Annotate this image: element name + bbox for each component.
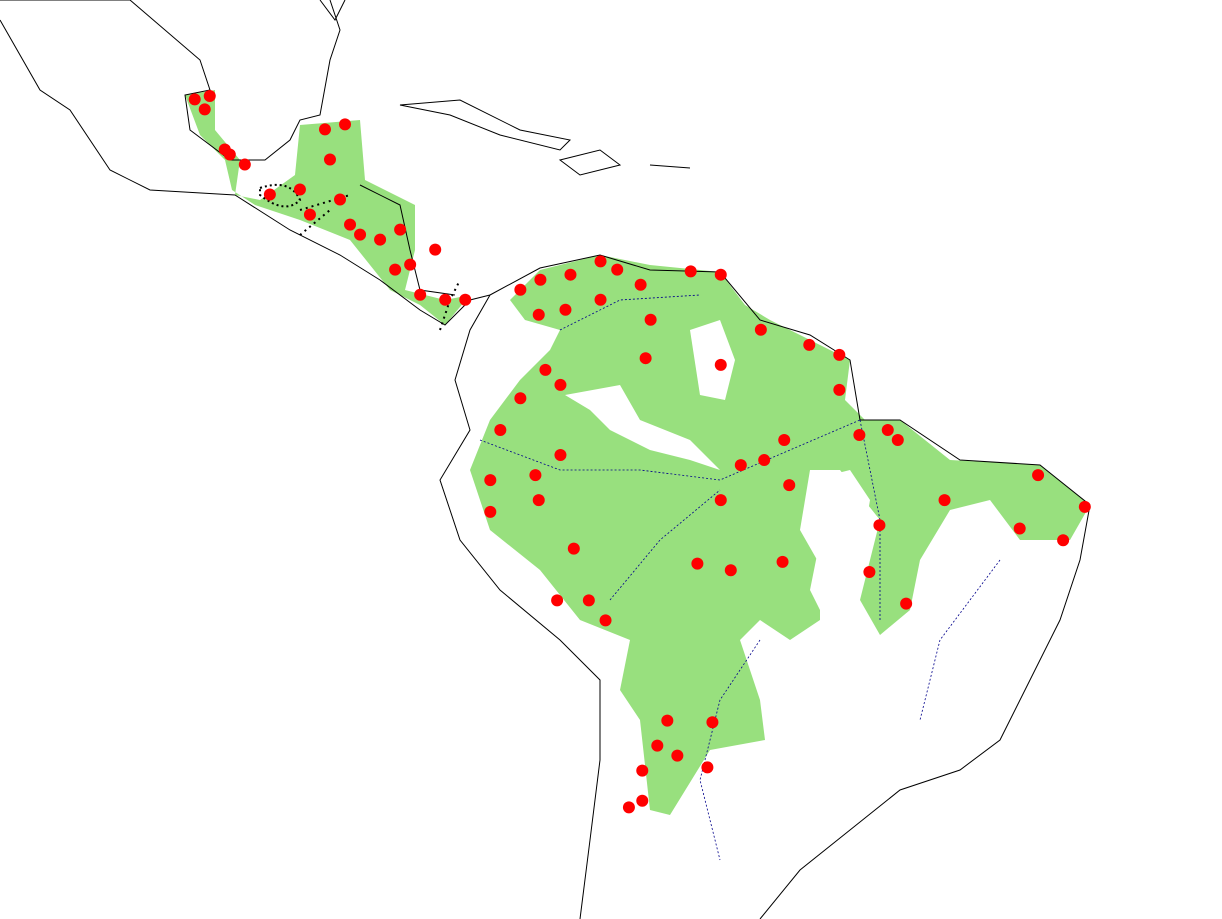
- occurrence-point: [701, 761, 714, 774]
- occurrence-point: [484, 505, 497, 518]
- occurrence-point: [611, 263, 624, 276]
- occurrence-point: [622, 801, 635, 814]
- occurrence-point: [758, 454, 771, 467]
- occurrence-point: [532, 494, 545, 507]
- occurrence-point: [644, 313, 657, 326]
- occurrence-point: [564, 268, 577, 281]
- occurrence-point: [303, 208, 316, 221]
- occurrence-point: [833, 383, 846, 396]
- occurrence-point: [514, 283, 527, 296]
- boundary-loop: [259, 184, 302, 208]
- occurrence-point: [389, 263, 402, 276]
- occurrence-point: [318, 123, 331, 136]
- occurrence-point: [1078, 500, 1091, 513]
- occurrence-point: [344, 218, 357, 231]
- occurrence-point: [223, 148, 236, 161]
- river-sao-francisco: [919, 559, 1001, 721]
- occurrence-point: [671, 749, 684, 762]
- occurrence-point: [439, 293, 452, 306]
- occurrence-point: [354, 228, 367, 241]
- occurrence-point: [724, 564, 737, 577]
- river-parana: [699, 639, 761, 861]
- occurrence-point: [394, 223, 407, 236]
- occurrence-point: [1032, 469, 1045, 482]
- occurrence-point: [539, 363, 552, 376]
- occurrence-point: [429, 243, 442, 256]
- range-gaps: [565, 320, 870, 630]
- occurrence-point: [484, 474, 497, 487]
- occurrence-point: [554, 378, 567, 391]
- occurrence-point: [661, 714, 674, 727]
- occurrence-point: [853, 429, 866, 442]
- range-gap: [810, 470, 870, 630]
- occurrence-point: [778, 434, 791, 447]
- occurrence-point: [494, 424, 507, 436]
- occurrence-point: [1013, 522, 1026, 535]
- occurrence-point: [636, 794, 649, 807]
- occurrence-point: [188, 93, 201, 106]
- occurrence-point: [554, 449, 567, 462]
- occurrence-point: [529, 469, 542, 482]
- occurrence-point: [203, 90, 216, 102]
- river-orinoco: [559, 294, 701, 331]
- occurrence-point: [534, 273, 547, 286]
- occurrence-point: [551, 594, 564, 607]
- occurrence-point: [863, 565, 876, 578]
- occurrence-point: [639, 352, 652, 365]
- occurrence-point: [754, 323, 767, 336]
- occurrence-point: [567, 542, 580, 555]
- occurrence-point: [1057, 534, 1070, 547]
- coastline-florida: [319, 0, 346, 21]
- occurrence-point: [599, 614, 612, 627]
- range-gap: [690, 320, 735, 400]
- occurrence-point: [263, 188, 276, 201]
- occurrence-point: [323, 153, 336, 166]
- occurrence-point: [900, 597, 913, 610]
- occurrence-point: [404, 258, 417, 271]
- occurrence-point: [198, 103, 211, 116]
- occurrence-point: [594, 293, 607, 306]
- occurrence-point: [238, 158, 251, 171]
- occurrence-point: [334, 193, 347, 206]
- occurrence-point: [891, 434, 904, 447]
- occurrence-point: [776, 555, 789, 568]
- occurrence-point: [938, 494, 951, 507]
- occurrence-point: [651, 739, 664, 752]
- coastline-cuba: [399, 99, 572, 151]
- occurrence-point: [459, 293, 472, 306]
- occurrence-point: [634, 278, 647, 291]
- occurrence-point: [734, 459, 747, 472]
- occurrence-point: [706, 716, 719, 729]
- occurrence-point: [691, 557, 704, 570]
- coastline-hispaniola: [558, 149, 691, 176]
- occurrence-point: [636, 764, 649, 777]
- occurrence-point: [582, 594, 595, 607]
- occurrence-point: [374, 233, 387, 246]
- occurrence-point: [414, 288, 427, 301]
- occurrence-point: [881, 424, 894, 436]
- occurrence-point: [714, 494, 727, 507]
- occurrence-point: [559, 303, 572, 316]
- occurrence-point: [594, 255, 607, 268]
- occurrence-point: [684, 265, 697, 278]
- occurrence-point: [514, 392, 527, 405]
- occurrence-point: [714, 358, 727, 371]
- occurrence-point: [293, 183, 306, 196]
- occurrence-point: [833, 348, 846, 361]
- range-gap: [565, 385, 720, 470]
- occurrence-point: [532, 308, 545, 321]
- occurrence-points: [188, 90, 1091, 814]
- occurrence-point: [873, 519, 886, 532]
- occurrence-point: [783, 479, 796, 492]
- river-amazon: [479, 419, 861, 481]
- occurrence-point: [339, 118, 352, 131]
- occurrence-point: [714, 268, 727, 281]
- occurrence-point: [803, 338, 816, 351]
